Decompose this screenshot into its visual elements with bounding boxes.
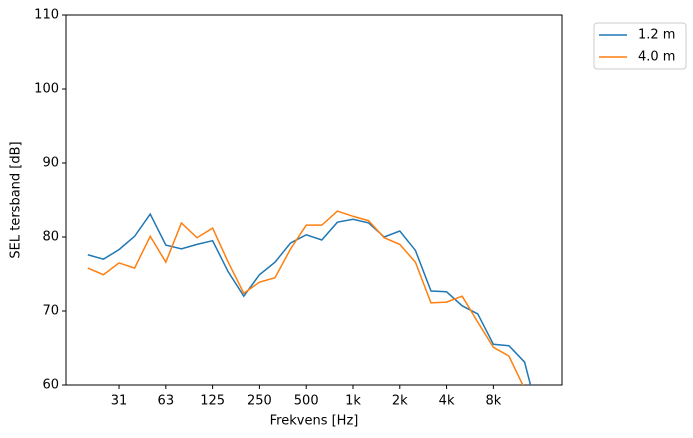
y-tick-label: 90: [42, 156, 59, 171]
x-tick-label: 4k: [439, 394, 455, 409]
legend-label: 1.2 m: [638, 28, 675, 43]
y-tick-label: 70: [42, 304, 59, 319]
x-tick-label: 63: [158, 394, 175, 409]
y-tick-label: 80: [42, 230, 59, 245]
x-tick-label: 1k: [345, 394, 361, 409]
x-tick-label: 8k: [485, 394, 501, 409]
y-tick-label: 60: [42, 378, 59, 393]
x-tick-label: 500: [294, 394, 319, 409]
line-series: [87, 210, 524, 385]
plot-frame: [65, 14, 563, 386]
y-axis-label: SEL tersband [dB]: [9, 141, 24, 258]
y-tick-label: 100: [34, 82, 59, 97]
x-tick-label: 2k: [392, 394, 408, 409]
lines: [87, 210, 532, 385]
x-axis-label: Frekvens [Hz]: [270, 414, 359, 429]
x-tick-label: 125: [200, 394, 225, 409]
line-series: [87, 212, 532, 385]
y-tick-label: 110: [34, 8, 59, 23]
x-tick-label: 31: [111, 394, 128, 409]
legend-label: 4.0 m: [638, 50, 675, 65]
x-tick-label: 250: [247, 394, 272, 409]
